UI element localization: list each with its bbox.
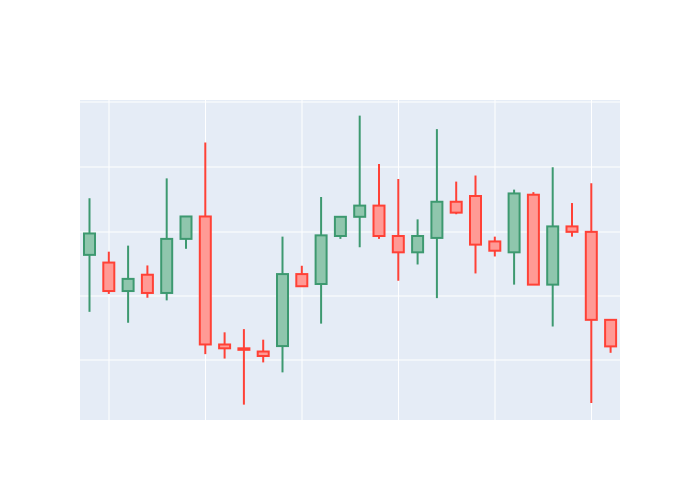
- candle-increasing: [430, 129, 444, 299]
- candle-body: [218, 343, 232, 350]
- candle-increasing: [546, 167, 560, 327]
- candle-increasing: [121, 245, 135, 323]
- candle-body: [507, 192, 521, 254]
- candle-body: [140, 273, 154, 294]
- candle-decreasing: [372, 164, 386, 239]
- candle-increasing: [333, 215, 347, 239]
- candle-decreasing: [237, 329, 251, 405]
- candle-body: [314, 234, 328, 285]
- candle-body: [353, 204, 367, 218]
- candle-body: [276, 273, 289, 348]
- candle-body: [179, 215, 193, 240]
- candle-body: [295, 273, 309, 288]
- candle-body: [449, 200, 463, 214]
- candle-body: [83, 232, 96, 256]
- candle-increasing: [83, 198, 96, 312]
- candle-body: [565, 225, 579, 233]
- candle-body: [430, 200, 444, 239]
- candle-decreasing: [198, 142, 212, 355]
- candle-increasing: [276, 236, 289, 373]
- candle-increasing: [507, 189, 521, 285]
- candle-body: [372, 204, 386, 238]
- candle-body: [546, 225, 560, 286]
- candle-decreasing: [218, 332, 232, 359]
- candle-decreasing: [449, 181, 463, 215]
- candle-body: [160, 237, 174, 294]
- candle-decreasing: [488, 236, 502, 257]
- candle-decreasing: [469, 175, 482, 274]
- candle-body: [526, 193, 540, 286]
- candle-body: [333, 215, 347, 238]
- candle-body: [604, 318, 618, 348]
- candle-increasing: [179, 215, 193, 249]
- candle-body: [121, 277, 135, 293]
- candle-decreasing: [526, 192, 540, 286]
- candle-decreasing: [140, 265, 154, 298]
- candle-body: [237, 347, 251, 351]
- candle-decreasing: [584, 183, 598, 404]
- candle-increasing: [160, 178, 174, 301]
- candle-body: [391, 235, 405, 254]
- candle-body: [256, 350, 270, 357]
- candle-increasing: [314, 196, 328, 324]
- candle-decreasing: [256, 339, 270, 363]
- candle-decreasing: [295, 265, 309, 288]
- candle-decreasing: [391, 179, 405, 281]
- candles: [83, 115, 618, 405]
- candle-decreasing: [604, 318, 618, 353]
- candle-decreasing: [565, 203, 579, 237]
- candle-increasing: [411, 219, 425, 265]
- candle-body: [102, 261, 116, 293]
- candle-body: [488, 240, 502, 252]
- candle-decreasing: [102, 251, 116, 294]
- candle-body: [198, 215, 212, 346]
- candle-body: [411, 235, 425, 254]
- candle-body: [584, 230, 598, 321]
- candle-body: [469, 195, 482, 246]
- candle-increasing: [353, 115, 367, 248]
